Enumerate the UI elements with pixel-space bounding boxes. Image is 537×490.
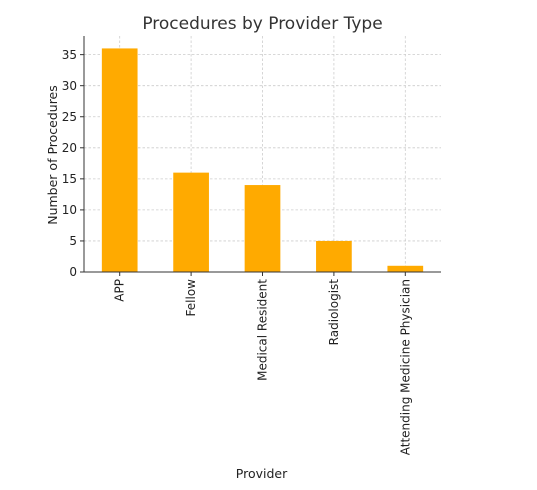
x-ticks: APP Fellow Medical Resident Radiologist Atte…	[113, 272, 412, 455]
y-tick-label: 15	[62, 172, 77, 186]
bar	[316, 240, 352, 272]
chart-title: Procedures by Provider Type	[142, 14, 382, 34]
y-tick-label: 30	[62, 79, 77, 93]
y-tick-label: 25	[62, 110, 77, 124]
y-tick-label: 5	[69, 234, 77, 248]
y-tick-label: 0	[69, 265, 77, 279]
x-tick-label: Medical Resident	[256, 279, 270, 381]
x-tick-label: Fellow	[184, 279, 198, 317]
y-tick-label: 20	[62, 141, 77, 155]
bar	[101, 48, 138, 272]
x-axis-label: Provider	[236, 466, 288, 481]
x-tick-label: APP	[113, 279, 127, 302]
x-tick-label: Radiologist	[327, 279, 341, 346]
bar	[173, 172, 209, 272]
y-axis-label: Number of Procedures	[45, 85, 60, 225]
y-tick-label: 35	[62, 48, 77, 62]
bars-layer	[101, 48, 424, 272]
bar	[244, 185, 281, 272]
y-ticks: 0 5 10 15 20 25 30 35	[62, 48, 84, 279]
y-tick-label: 10	[62, 203, 77, 217]
x-tick-label: Attending Medicine Physician	[398, 279, 412, 455]
bar	[387, 265, 424, 272]
